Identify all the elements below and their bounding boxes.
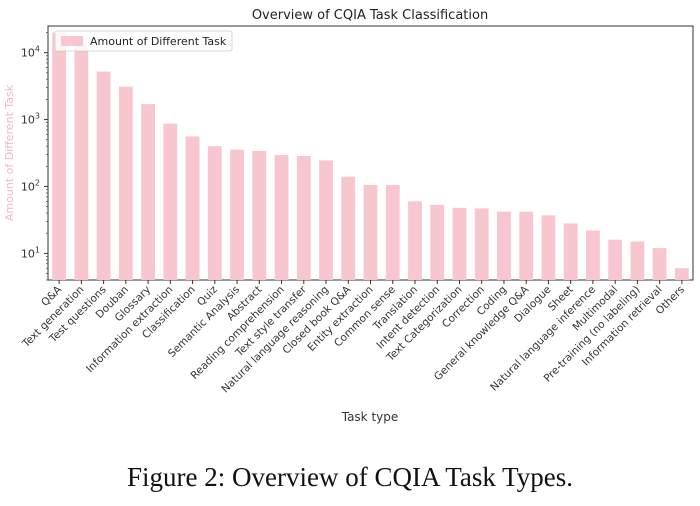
bar: [118, 86, 133, 280]
chart-title: Overview of CQIA Task Classification: [252, 8, 488, 23]
bar: [274, 155, 289, 280]
bar: [230, 149, 244, 280]
y-tick-label: 101: [21, 245, 40, 260]
y-tick-label: 103: [21, 112, 40, 127]
bar: [563, 223, 578, 280]
bar: [296, 156, 311, 280]
legend-box: [54, 30, 233, 52]
bar: [452, 207, 467, 280]
bar: [96, 71, 111, 280]
bar: [541, 215, 556, 280]
bars-group: [52, 32, 689, 281]
bar: [319, 160, 333, 280]
bar: [185, 136, 200, 280]
bar: [163, 123, 178, 280]
bar: [408, 201, 422, 280]
bar: [586, 230, 600, 280]
bar: [652, 248, 667, 280]
legend-swatch: [61, 36, 83, 46]
bar: [252, 150, 267, 280]
bar: [52, 32, 67, 281]
legend: Amount of Different Task: [54, 30, 233, 52]
y-axis-label: Amount of Different Task: [3, 84, 16, 221]
bar: [74, 42, 89, 280]
legend-label: Amount of Different Task: [90, 35, 227, 48]
bar: [497, 211, 511, 280]
bar: [207, 146, 222, 280]
bar: [674, 268, 689, 280]
y-tick-label: 102: [21, 178, 40, 193]
bar: [385, 185, 400, 280]
x-axis-label: Task type: [341, 410, 399, 424]
bar: [630, 241, 645, 280]
y-tick-label: 104: [21, 45, 40, 60]
bar: [519, 211, 534, 280]
bar: [341, 176, 356, 280]
figure-caption: Figure 2: Overview of CQIA Task Types.: [127, 462, 573, 492]
bar: [430, 204, 445, 280]
bar: [363, 185, 378, 280]
y-axis: 101 102 103 104: [21, 32, 48, 281]
bar: [141, 104, 155, 281]
bar: [608, 239, 623, 280]
bar: [474, 208, 489, 280]
